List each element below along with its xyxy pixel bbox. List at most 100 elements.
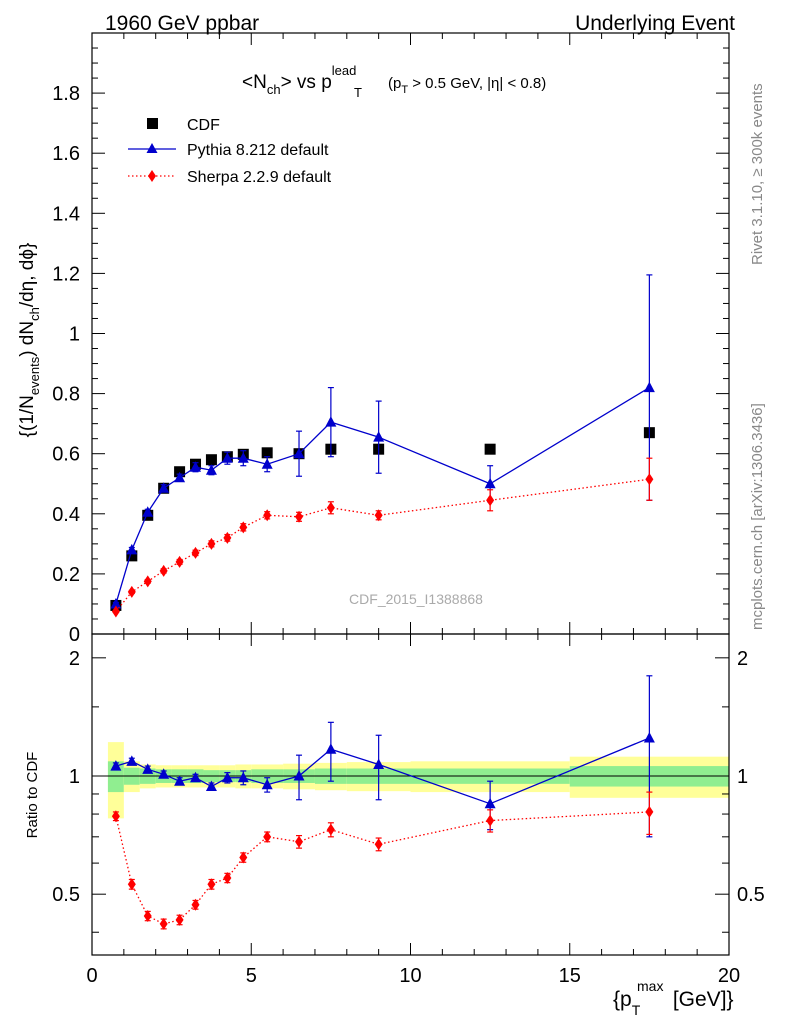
main-y-tick-label: 1 bbox=[69, 324, 80, 346]
ratio-series-0-point bbox=[237, 771, 249, 783]
x-tick-label: 0 bbox=[86, 965, 97, 987]
ratio-y-tick-label-left: 0.5 bbox=[52, 884, 80, 906]
title-cut-open: (p bbox=[388, 75, 401, 92]
main-y-tick-label: 0.4 bbox=[52, 504, 80, 526]
ylabel-a-sub: events bbox=[27, 356, 42, 395]
main-y-tick-label: 1.6 bbox=[52, 143, 80, 165]
main-series-2-point bbox=[263, 509, 272, 522]
main-y-tick-label: 0.2 bbox=[52, 564, 80, 586]
main-series-2-point bbox=[143, 575, 152, 588]
title-sub-ch: ch bbox=[267, 82, 281, 97]
x-tick-label: 20 bbox=[718, 965, 740, 987]
legend-marker-pythia bbox=[146, 143, 158, 153]
ratio-series-1-point bbox=[295, 835, 304, 848]
ratio-series-0-point bbox=[205, 780, 217, 792]
main-series-1-point bbox=[190, 461, 202, 472]
main-series-2-point bbox=[191, 546, 200, 559]
ratio-series-0-point bbox=[174, 775, 186, 786]
ratio-series-0-point bbox=[643, 731, 655, 743]
legend-label-pythia: Pythia 8.212 default bbox=[187, 142, 329, 159]
x-tick-label: 5 bbox=[246, 965, 257, 987]
main-panel: 0 0.2 0.4 0.6 0.8 1 1.2 1.4 1.6 1.8 bbox=[52, 32, 730, 646]
ratio-series-1-point bbox=[159, 917, 168, 930]
ylabel-a: {(1/N bbox=[17, 395, 38, 437]
main-series-1-point bbox=[110, 597, 122, 609]
main-series-0-point bbox=[205, 454, 217, 466]
rivet-label: Rivet 3.1.10, ≥ 300k events bbox=[749, 83, 766, 265]
ratio-y-tick-label-right: 1 bbox=[737, 766, 748, 788]
main-series-2-point bbox=[175, 555, 184, 568]
main-series-1-point bbox=[325, 416, 337, 427]
legend-label-cdf: CDF bbox=[187, 117, 220, 134]
main-series-1-line bbox=[115, 387, 650, 605]
ylabel-c: /dη, dϕ} bbox=[17, 243, 38, 308]
main-series-2-point bbox=[223, 531, 232, 544]
ratio-series-0-point bbox=[190, 771, 202, 783]
main-y-tick-label: 0 bbox=[69, 624, 80, 646]
ratio-y-axis-label: Ratio to CDF bbox=[24, 752, 41, 839]
ratio-y-tick-label-right: 2 bbox=[737, 648, 748, 670]
ratio-series-1-point bbox=[207, 878, 216, 891]
title-sup-lead: lead bbox=[332, 63, 357, 78]
main-series-1-point bbox=[221, 452, 233, 463]
ylabel-b-sub: ch bbox=[27, 307, 42, 321]
title-sub-t: T bbox=[354, 85, 362, 100]
ratio-series-0-point bbox=[110, 760, 122, 771]
main-series-1-point bbox=[373, 431, 385, 442]
x-axis-label: {pTmax [GeV]} bbox=[613, 978, 734, 1018]
main-series-1-point bbox=[174, 471, 186, 483]
main-y-tick-label: 1.4 bbox=[52, 203, 80, 225]
ratio-series-0-point bbox=[325, 743, 337, 754]
main-y-tick-label: 1.8 bbox=[52, 83, 80, 105]
main-y-axis-label: {(1/Nevents) dNch/dη, dϕ} bbox=[17, 243, 42, 438]
x-tick-label: 10 bbox=[399, 965, 421, 987]
main-series-1-point bbox=[237, 452, 249, 463]
main-y-tick-label: 1.2 bbox=[52, 263, 80, 285]
main-series-1-point bbox=[205, 464, 217, 475]
main-series-1-point bbox=[484, 477, 496, 489]
ratio-series-0-point bbox=[261, 778, 273, 790]
ratio-series-1-point bbox=[111, 810, 120, 823]
main-series-1-point bbox=[158, 482, 170, 493]
ratio-series-1-point bbox=[486, 814, 495, 827]
ratio-series-1-point bbox=[239, 851, 248, 864]
xlabel-rest: [GeV]} bbox=[667, 988, 734, 1011]
analysis-watermark: CDF_2015_I1388868 bbox=[349, 591, 483, 607]
main-series-0-point bbox=[126, 550, 138, 562]
main-series-1-point bbox=[643, 381, 655, 393]
ratio-series-1-point bbox=[645, 805, 654, 818]
ratio-series-0-point bbox=[221, 771, 233, 783]
ratio-series-0-point bbox=[293, 770, 305, 781]
main-series-1-point bbox=[126, 543, 138, 555]
ratio-series-1-point bbox=[263, 830, 272, 843]
main-series-0-point bbox=[174, 466, 186, 478]
title-open: <N bbox=[242, 72, 267, 93]
main-series-2-point bbox=[127, 585, 136, 598]
x-tick-label: 15 bbox=[559, 965, 581, 987]
main-series-2-point bbox=[295, 510, 304, 523]
header-right: Underlying Event bbox=[575, 12, 735, 35]
main-series-1-point bbox=[142, 506, 154, 517]
legend-marker-cdf bbox=[147, 118, 158, 129]
ratio-series-0-point bbox=[484, 797, 496, 809]
main-y-tick-label: 0.8 bbox=[52, 384, 80, 406]
title-mid: > vs p bbox=[281, 72, 332, 93]
main-series-1-point bbox=[261, 458, 273, 469]
main-y-tick-label: 0.6 bbox=[52, 444, 80, 466]
xlabel-sub: T bbox=[632, 1002, 641, 1018]
xlabel-sup: max bbox=[637, 978, 663, 994]
main-series-2-point bbox=[645, 473, 654, 486]
ratio-series-1-point bbox=[143, 909, 152, 922]
main-series-2-point bbox=[159, 564, 168, 577]
mcplots-label: mcplots.cern.ch [arXiv:1306.3436] bbox=[749, 403, 766, 630]
ratio-series-1-point bbox=[175, 913, 184, 926]
header-left: 1960 GeV ppbar bbox=[105, 12, 259, 35]
main-series-2-point bbox=[111, 605, 120, 618]
ratio-series-0-point bbox=[126, 755, 138, 766]
main-series-0-point bbox=[261, 447, 273, 459]
main-series-2-point bbox=[374, 509, 383, 522]
main-series-2-point bbox=[239, 521, 248, 534]
ratio-series-0-point bbox=[373, 758, 385, 769]
main-series-0-point bbox=[484, 443, 496, 455]
